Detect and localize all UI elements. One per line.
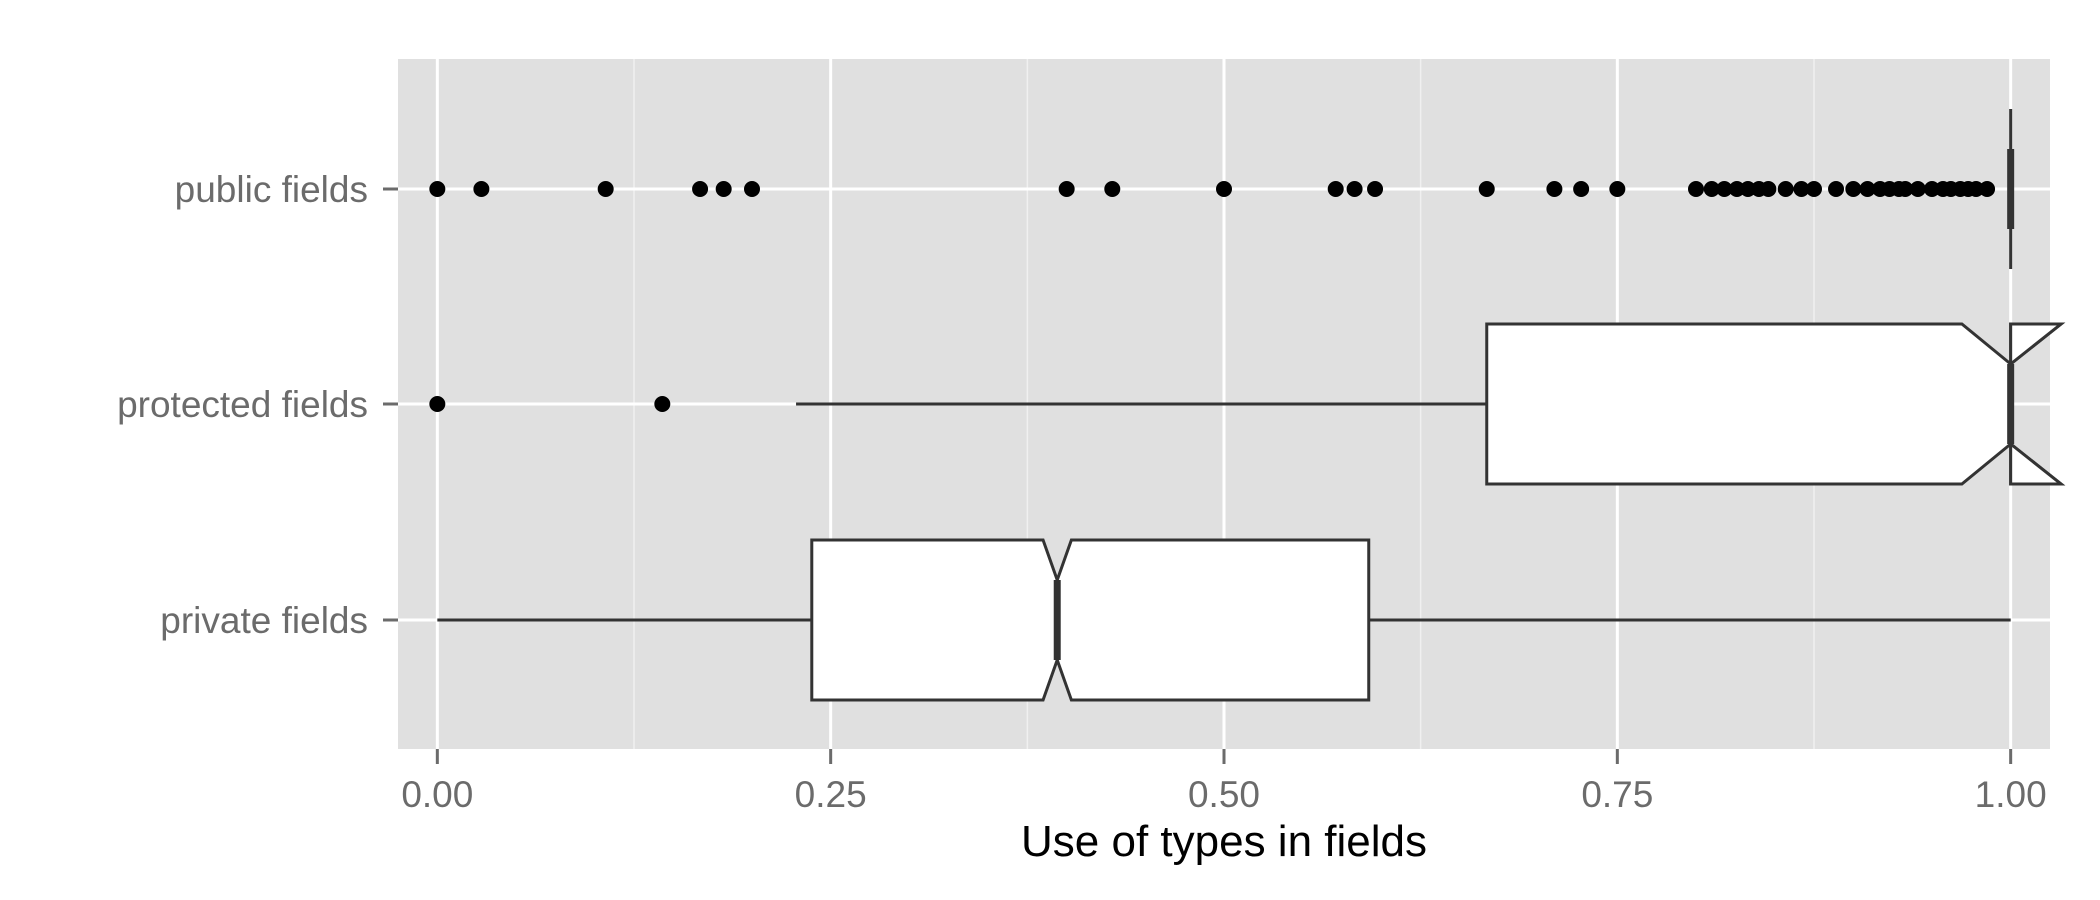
public-outlier-point <box>1716 181 1733 197</box>
x-axis: 0.00 0.25 0.50 0.75 1.00 <box>401 749 2047 815</box>
public-outlier-point <box>1760 181 1777 197</box>
outlier-points <box>429 181 1996 412</box>
public-outlier-point <box>1924 181 1940 197</box>
public-outlier-point <box>1739 181 1756 197</box>
public-outlier-point <box>1859 181 1876 197</box>
public-outlier-point <box>429 181 446 197</box>
public-outlier-point <box>1897 181 1914 197</box>
x-tick-label: 0.75 <box>1581 774 1653 815</box>
public-outlier-point <box>1806 181 1822 197</box>
public-outlier-point <box>692 181 709 197</box>
public-outlier-point <box>1327 181 1344 197</box>
public-outlier-point <box>1104 181 1121 197</box>
y-axis: public fields protected fields private fie… <box>117 169 398 641</box>
public-outlier-point <box>597 181 614 197</box>
public-outlier-point <box>1058 181 1075 197</box>
x-tick-label: 0.00 <box>401 774 473 815</box>
public-outlier-point <box>1909 181 1926 197</box>
y-tick-label-private: private fields <box>160 600 368 641</box>
public-outlier-point <box>1573 181 1590 197</box>
public-outlier-point <box>715 181 732 197</box>
x-axis-title: Use of types in fields <box>1021 817 1427 866</box>
x-tick-label: 0.50 <box>1188 774 1260 815</box>
public-outlier-point <box>1346 181 1363 197</box>
public-outlier-point <box>1845 181 1862 197</box>
public-outlier-point <box>744 181 760 197</box>
x-tick-label: 0.25 <box>795 774 867 815</box>
public-outlier-point <box>1979 181 1996 197</box>
protected-outlier-point <box>429 396 446 412</box>
protected-notch-overflow <box>2009 322 2066 486</box>
public-outlier-point <box>1793 181 1810 197</box>
x-tick-label: 1.00 <box>1975 774 2047 815</box>
public-outlier-point <box>473 181 490 197</box>
public-outlier-point <box>1703 181 1720 197</box>
boxes <box>810 109 2066 702</box>
y-tick-label-protected: protected fields <box>117 384 368 425</box>
protected-box <box>1485 322 2066 486</box>
public-outlier-point <box>1828 181 1845 197</box>
public-outlier-point <box>1546 181 1563 197</box>
public-outlier-point <box>1216 181 1232 197</box>
public-outlier-point <box>1777 181 1794 197</box>
private-box <box>810 538 1371 702</box>
y-tick-label-public: public fields <box>175 169 368 210</box>
public-outlier-point <box>1367 181 1384 197</box>
public-outlier-point <box>1688 181 1704 197</box>
public-outlier-point <box>1478 181 1495 197</box>
public-outlier-point <box>1609 181 1626 197</box>
protected-outlier-point <box>654 396 671 412</box>
public-outlier-point <box>1728 181 1745 197</box>
public-outlier-point <box>1968 181 1985 197</box>
